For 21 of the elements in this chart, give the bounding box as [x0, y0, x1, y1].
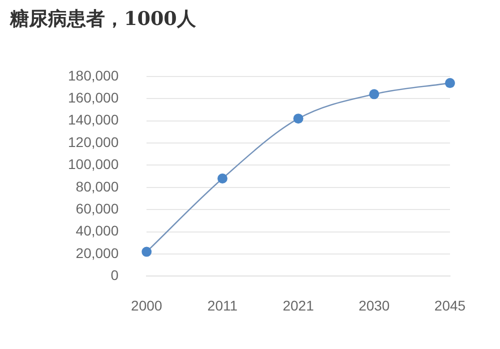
y-tick-label: 60,000: [76, 200, 119, 216]
x-tick-label: 2011: [207, 297, 238, 314]
point: [369, 89, 380, 100]
x-tick-label: 2030: [358, 297, 390, 314]
point: [142, 246, 152, 257]
point: [293, 114, 304, 124]
y-tick-label: 180,000: [68, 67, 119, 84]
point: [445, 78, 455, 88]
x-tick-label: 2045: [434, 297, 466, 314]
y-tick-label: 140,000: [68, 112, 119, 128]
chart-title: 糖尿病患者，1000人: [10, 7, 196, 32]
y-tick-label: 100,000: [68, 156, 119, 172]
y-tick-label: 20,000: [76, 244, 119, 261]
point: [217, 174, 228, 184]
y-tick-label: 80,000: [76, 178, 119, 194]
y-tick-label: 0: [110, 267, 119, 284]
y-tick-label: 120,000: [68, 134, 119, 150]
y-tick-label: 160,000: [68, 89, 119, 106]
x-tick-label: 2000: [131, 297, 162, 314]
x-tick-label: 2021: [282, 297, 314, 314]
y-tick-label: 40,000: [76, 222, 119, 239]
